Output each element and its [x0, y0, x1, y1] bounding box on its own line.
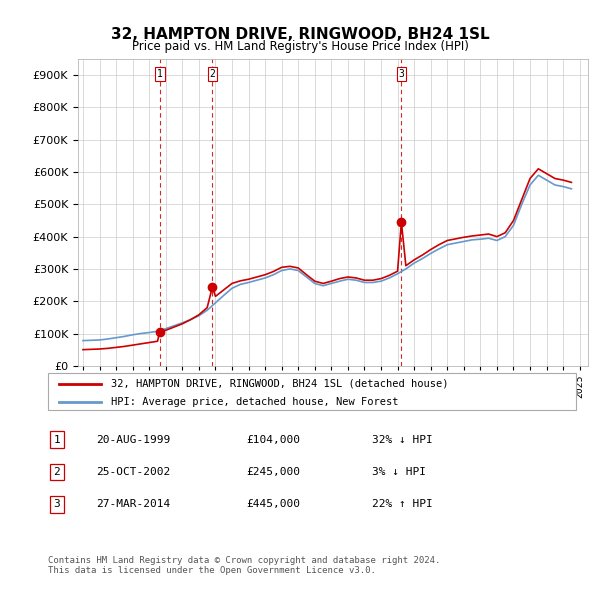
Text: Contains HM Land Registry data © Crown copyright and database right 2024.
This d: Contains HM Land Registry data © Crown c…	[48, 556, 440, 575]
Text: £104,000: £104,000	[246, 435, 300, 444]
Text: 20-AUG-1999: 20-AUG-1999	[96, 435, 170, 444]
Text: HPI: Average price, detached house, New Forest: HPI: Average price, detached house, New …	[112, 397, 399, 407]
Text: 32% ↓ HPI: 32% ↓ HPI	[372, 435, 433, 444]
Text: 2: 2	[209, 70, 215, 79]
Text: 32, HAMPTON DRIVE, RINGWOOD, BH24 1SL: 32, HAMPTON DRIVE, RINGWOOD, BH24 1SL	[110, 27, 490, 41]
Text: 25-OCT-2002: 25-OCT-2002	[96, 467, 170, 477]
Text: 3: 3	[53, 500, 61, 509]
Text: 1: 1	[157, 70, 163, 79]
Text: 1: 1	[53, 435, 61, 444]
Text: £245,000: £245,000	[246, 467, 300, 477]
Text: Price paid vs. HM Land Registry's House Price Index (HPI): Price paid vs. HM Land Registry's House …	[131, 40, 469, 53]
FancyBboxPatch shape	[48, 373, 576, 410]
Text: 27-MAR-2014: 27-MAR-2014	[96, 500, 170, 509]
Text: 3: 3	[398, 70, 404, 79]
Text: £445,000: £445,000	[246, 500, 300, 509]
Text: 32, HAMPTON DRIVE, RINGWOOD, BH24 1SL (detached house): 32, HAMPTON DRIVE, RINGWOOD, BH24 1SL (d…	[112, 379, 449, 389]
Text: 3% ↓ HPI: 3% ↓ HPI	[372, 467, 426, 477]
Text: 22% ↑ HPI: 22% ↑ HPI	[372, 500, 433, 509]
Text: 2: 2	[53, 467, 61, 477]
